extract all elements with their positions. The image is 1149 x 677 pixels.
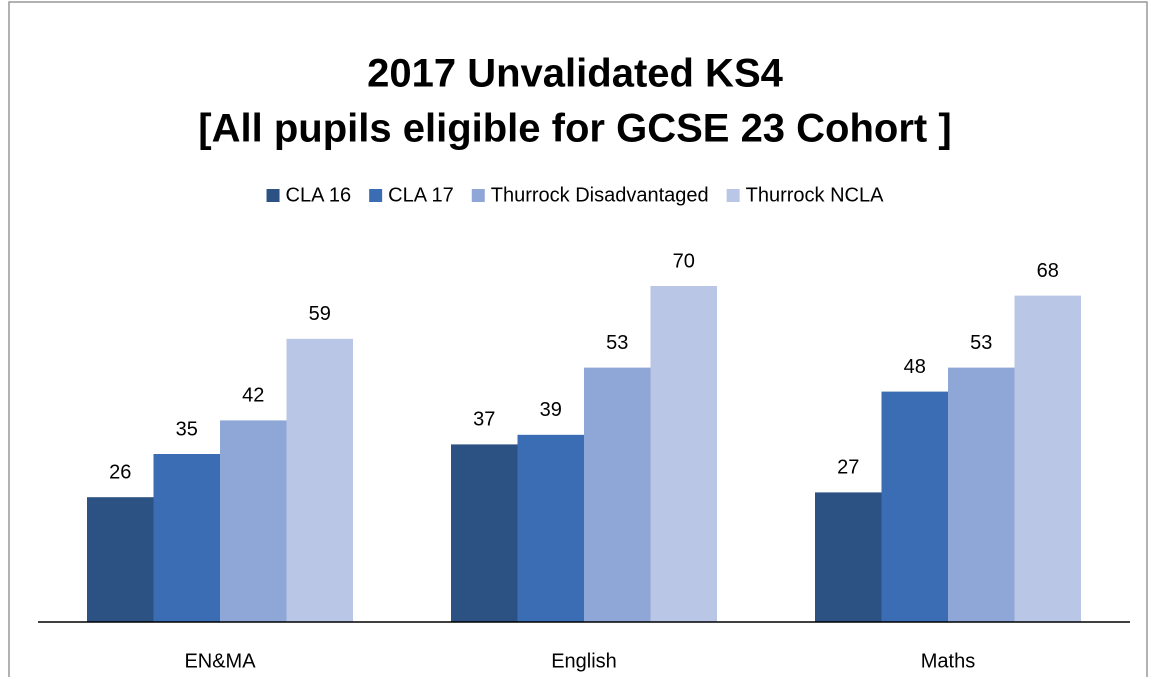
bar xyxy=(881,391,948,622)
data-label: 70 xyxy=(673,250,695,272)
bar xyxy=(650,286,717,622)
chart-title: [All pupils eligible for GCSE 23 Cohort … xyxy=(198,107,951,151)
data-label: 53 xyxy=(606,332,628,354)
bar xyxy=(948,367,1015,622)
data-label: 68 xyxy=(1037,260,1059,282)
legend-swatch xyxy=(266,189,280,202)
data-label: 39 xyxy=(540,399,562,421)
bar xyxy=(286,338,353,622)
bar xyxy=(584,367,651,622)
data-label: 42 xyxy=(242,385,264,407)
data-label: 59 xyxy=(309,303,331,325)
data-label: 48 xyxy=(904,356,926,378)
bar xyxy=(153,454,220,622)
data-label: 26 xyxy=(109,461,131,483)
bar xyxy=(517,434,584,622)
legend-label: CLA 16 xyxy=(286,184,352,206)
x-tick-label: Maths xyxy=(921,650,975,672)
legend-label: CLA 17 xyxy=(388,184,454,206)
data-label: 35 xyxy=(176,418,198,440)
bar xyxy=(815,492,882,622)
bar xyxy=(220,420,287,622)
data-label: 37 xyxy=(473,409,495,431)
bar xyxy=(451,444,518,622)
bar xyxy=(87,497,154,622)
legend-swatch xyxy=(369,189,383,202)
legend-swatch xyxy=(471,189,485,202)
data-label: 53 xyxy=(970,332,992,354)
x-tick-label: English xyxy=(551,650,617,672)
legend-label: Thurrock NCLA xyxy=(746,184,884,206)
data-label: 27 xyxy=(837,457,859,479)
bar xyxy=(1014,295,1081,622)
chart-frame xyxy=(8,1,1148,677)
legend-label: Thurrock Disadvantaged xyxy=(491,184,709,206)
chart-title: 2017 Unvalidated KS4 xyxy=(367,52,783,96)
legend-swatch xyxy=(726,189,740,202)
x-tick-label: EN&MA xyxy=(184,650,256,672)
